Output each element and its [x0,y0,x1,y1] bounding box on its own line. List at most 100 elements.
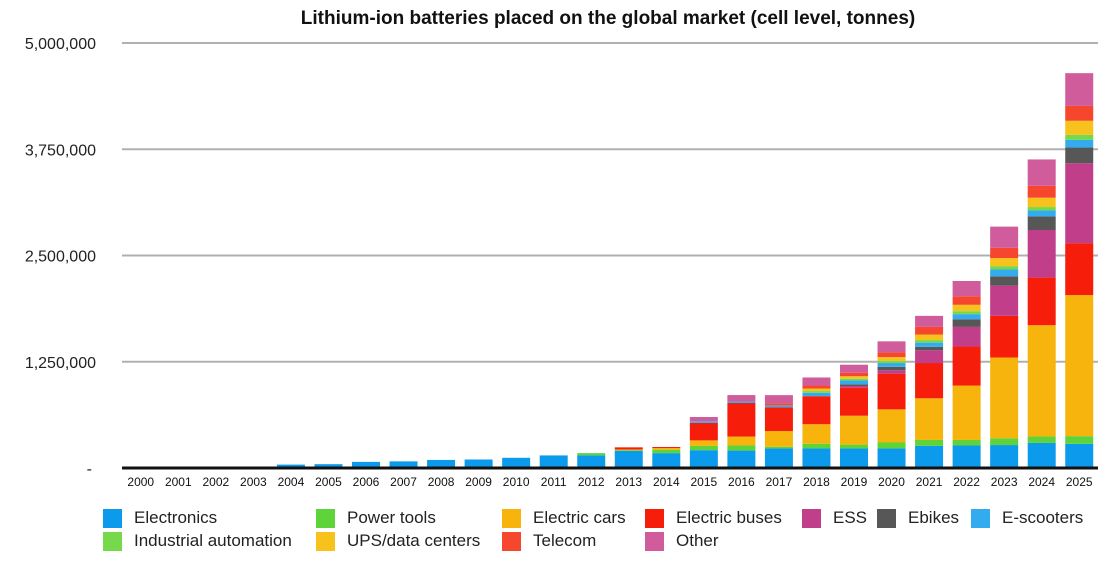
bar-segment [1065,139,1094,148]
x-tick-label: 2010 [503,475,530,489]
bar-segment [990,258,1019,267]
bar-segment [427,459,456,468]
bar-segment [577,455,606,468]
bar-segment [990,266,1019,270]
x-tick-label: 2022 [953,475,980,489]
legend-label: Telecom [533,531,597,550]
x-tick-label: 2019 [841,475,868,489]
legend-label: E-scooters [1002,508,1084,527]
bar-segment [877,373,906,410]
bar-segment [877,357,906,361]
y-tick-label: 3,750,000 [25,142,96,159]
legend-label: Electric cars [533,508,626,527]
bar-segment [990,438,1019,446]
bar-segment [952,445,981,468]
x-tick-label: 2002 [202,475,229,489]
bar-segment [1027,185,1056,198]
bar-segment [915,439,944,446]
bar-segment [689,417,718,422]
x-tick-label: 2001 [165,475,192,489]
bar-segment [652,449,681,454]
bar-segment [389,461,418,468]
legend-item-industrial-automation: Industrial automation [103,531,292,551]
bar-segment [952,319,981,327]
bar-segment [1065,73,1094,106]
bar-segment [727,401,756,403]
bar-segment [840,385,868,388]
bar-segment [1065,163,1094,244]
legend-label: UPS/data centers [347,531,481,550]
legend-swatch [103,531,122,551]
bar-segment [915,398,944,440]
bar-segment [877,409,906,443]
bar-segment [1027,197,1056,208]
bar-segment [840,387,868,416]
bars [126,73,1094,468]
legend-item-power-tools: Power tools [316,508,436,528]
bar-segment [915,326,944,335]
bar-segment [990,247,1019,259]
bar-segment [915,350,944,364]
bar-segment [802,391,831,393]
x-tick-label: 2005 [315,475,342,489]
y-tick-label: 1,250,000 [25,355,96,372]
bar-segment [764,395,793,404]
bar-segment [1027,442,1056,468]
y-tick-label: - [87,461,92,478]
legend-swatch [645,531,664,551]
legend-item-e-scooters: E-scooters [971,508,1083,528]
bar-segment [840,364,868,373]
y-tick-label: 2,500,000 [25,249,96,266]
x-tick-label: 2023 [991,475,1018,489]
bar-segment [652,448,681,450]
bar-segment [464,459,493,468]
bar-segment [1065,243,1094,296]
bar-segment [990,276,1019,286]
bar-segment [990,269,1019,277]
bar-segment [539,455,568,468]
bar-segment [764,448,793,468]
bar-segment [990,445,1019,468]
bar-segment [915,363,944,399]
x-tick-label: 2017 [766,475,793,489]
bar-segment [915,334,944,341]
bar-segment [952,304,981,312]
bar-segment [915,346,944,351]
bar-segment [802,396,831,425]
bar-segment [727,450,756,468]
bar-segment [614,450,643,451]
bar-segment [952,439,981,446]
bar-segment [352,461,380,468]
bar-segment [1065,134,1094,140]
bar-segment [802,392,831,397]
bar-segment [952,281,981,297]
legend-item-telecom: Telecom [502,531,596,551]
legend-item-ess: ESS [802,508,867,528]
bar-segment [990,226,1019,248]
bar-segment [1065,436,1094,444]
bar-segment [727,445,756,451]
bar-segment [1065,105,1094,121]
bar-segment [802,377,831,386]
bar-segment [952,314,981,320]
bar-segment [614,449,643,451]
bar-segment [689,440,718,446]
bar-segment [727,436,756,446]
bar-segment [727,402,756,437]
bar-segment [952,296,981,305]
bar-segment [802,424,831,444]
x-tick-label: 2025 [1066,475,1093,489]
x-tick-label: 2012 [578,475,605,489]
legend-label: Other [676,531,719,550]
bar-segment [802,388,831,392]
bar-segment [689,422,718,441]
legend-item-ebikes: Ebikes [877,508,959,528]
x-tick-label: 2006 [353,475,380,489]
chart-title: Lithium-ion batteries placed on the glob… [301,8,915,29]
legend-item-ups-data-centers: UPS/data centers [316,531,480,551]
bar-segment [952,326,981,347]
bar-segment [840,415,868,445]
bar-segment [276,464,305,468]
